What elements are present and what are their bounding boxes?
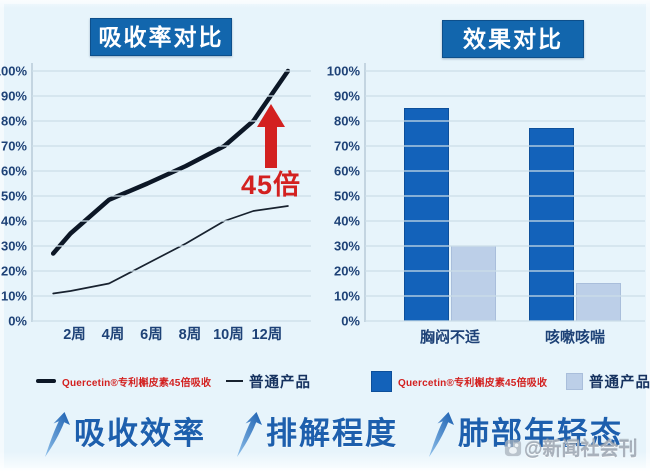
- svg-text:50%: 50%: [334, 189, 360, 204]
- svg-text:100%: 100%: [327, 64, 361, 79]
- up-trend-arrow-icon: [429, 412, 454, 457]
- svg-text:100%: 100%: [0, 64, 27, 79]
- svg-text:12周: 12周: [252, 326, 283, 343]
- svg-text:20%: 20%: [1, 264, 27, 279]
- annotation-up-arrow-icon: [257, 104, 285, 168]
- thick-line-swatch-icon: [36, 379, 56, 383]
- legend-label: 普通产品: [589, 374, 650, 391]
- svg-text:30%: 30%: [334, 239, 360, 254]
- svg-text:2周: 2周: [63, 326, 86, 343]
- legend-item-ordinary-bar: 普通产品: [566, 371, 650, 391]
- legend-label: Quercetin®专利槲皮素45倍吸收: [398, 377, 548, 389]
- light-square-swatch-icon: [566, 372, 583, 390]
- dark-square-swatch-icon: [371, 370, 392, 392]
- svg-text:0%: 0%: [341, 314, 360, 329]
- benefit-label: 肺部年轻态: [458, 416, 623, 451]
- svg-text:80%: 80%: [334, 114, 360, 129]
- paw-logo-icon: [504, 439, 522, 456]
- svg-text:咳嗽咳喘: 咳嗽咳喘: [545, 328, 605, 346]
- svg-text:60%: 60%: [334, 164, 360, 179]
- up-trend-arrow-icon: [237, 412, 262, 457]
- legend-item-quercetin-line: Quercetin®专利槲皮素45倍吸收: [36, 371, 211, 391]
- benefit-item-lung-youth: 肺部年轻态: [428, 412, 623, 458]
- svg-text:40%: 40%: [1, 214, 27, 229]
- svg-text:60%: 60%: [1, 164, 27, 179]
- watermark-text: @新闻社会刊: [524, 439, 638, 460]
- legend-item-ordinary-line: 普通产品: [226, 371, 311, 391]
- svg-text:70%: 70%: [1, 139, 27, 154]
- left-chart-title: 吸收率对比: [90, 18, 232, 56]
- legend-item-quercetin-bar: Quercetin®专利槲皮素45倍吸收: [371, 370, 548, 392]
- svg-text:90%: 90%: [334, 89, 360, 104]
- legend-label: 普通产品: [249, 374, 311, 391]
- annotation-45x-label: 45倍: [240, 170, 302, 200]
- svg-text:10%: 10%: [1, 289, 27, 304]
- svg-text:90%: 90%: [1, 89, 27, 104]
- right-chart-title: 效果对比: [442, 20, 584, 58]
- svg-text:10%: 10%: [334, 289, 360, 304]
- svg-text:4周: 4周: [102, 326, 125, 343]
- svg-text:50%: 50%: [1, 189, 27, 204]
- svg-text:8周: 8周: [179, 326, 202, 343]
- benefit-item-elimination: 排解程度: [236, 412, 398, 458]
- svg-text:10周: 10周: [213, 326, 244, 343]
- svg-text:80%: 80%: [1, 114, 27, 129]
- svg-text:0%: 0%: [8, 314, 27, 329]
- legend-label: Quercetin®专利槲皮素45倍吸收: [62, 377, 212, 389]
- benefit-label: 吸收效率: [74, 416, 206, 451]
- svg-text:20%: 20%: [334, 264, 360, 279]
- svg-text:70%: 70%: [334, 139, 360, 154]
- svg-text:30%: 30%: [1, 239, 27, 254]
- up-trend-arrow-icon: [45, 412, 70, 457]
- watermark: @新闻社会刊: [504, 434, 638, 461]
- svg-text:胸闷不适: 胸闷不适: [420, 328, 480, 346]
- footer-benefits: 吸收效率 排解程度 肺部年轻态: [44, 412, 623, 458]
- thin-line-swatch-icon: [226, 380, 243, 382]
- svg-text:6周: 6周: [140, 326, 163, 343]
- benefit-label: 排解程度: [266, 416, 398, 451]
- benefit-item-absorption: 吸收效率: [44, 412, 206, 458]
- svg-text:40%: 40%: [334, 214, 360, 229]
